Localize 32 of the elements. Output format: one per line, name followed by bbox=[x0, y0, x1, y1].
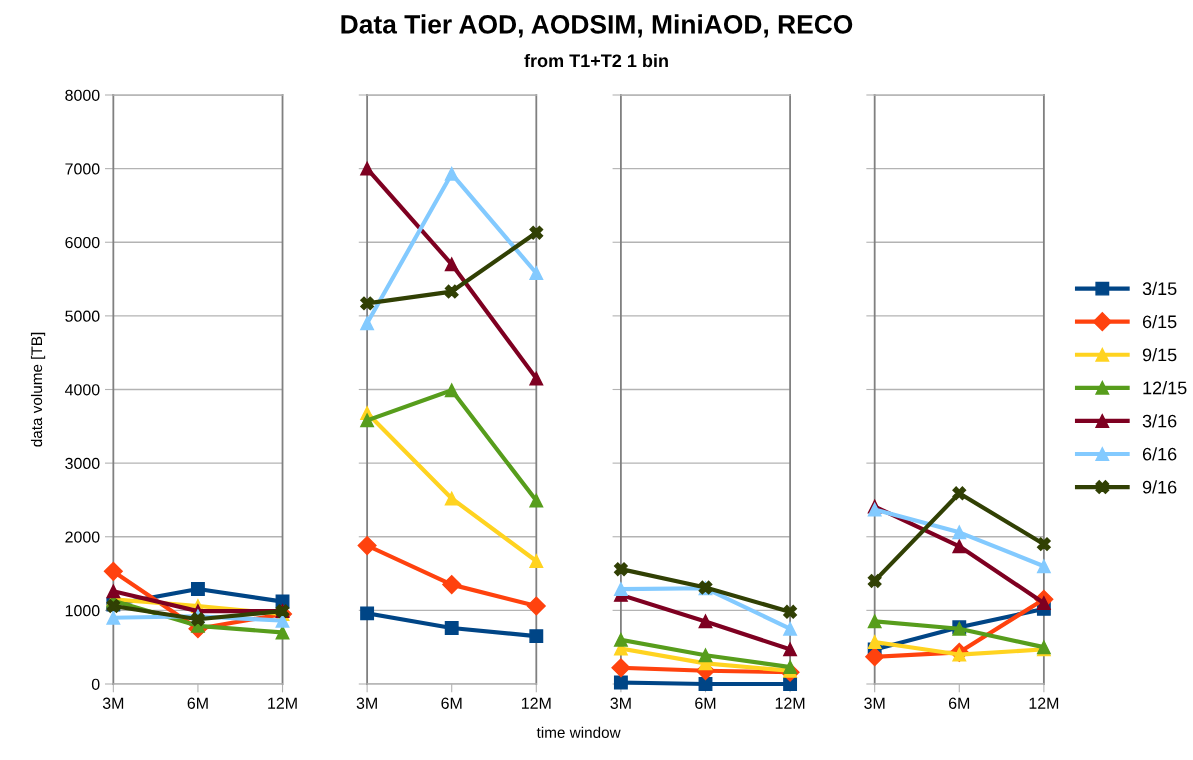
y-tick-label: 1000 bbox=[65, 605, 100, 617]
legend-label: 6/15 bbox=[1142, 314, 1177, 329]
y-tick-label: 6000 bbox=[65, 236, 100, 249]
x-tick-label: 6M bbox=[695, 697, 716, 709]
y-tick-label: 8000 bbox=[65, 89, 100, 101]
y-tick-label: 5000 bbox=[65, 310, 100, 322]
y-tick-label: 4000 bbox=[64, 384, 100, 396]
x-tick-label: 3M bbox=[102, 697, 124, 709]
legend-label: 12/15 bbox=[1143, 381, 1187, 395]
y-tick-label: 7000 bbox=[65, 163, 100, 175]
x-tick-label: 12M bbox=[521, 697, 551, 709]
x-tick-label: 6M bbox=[187, 697, 208, 709]
text: Data Tier AOD, AODSIM, MiniAOD, RECO bbox=[341, 14, 853, 38]
x-tick-label: 3M bbox=[864, 697, 885, 709]
legend-label: 3/15 bbox=[1142, 281, 1177, 296]
x-tick-label: 12M bbox=[775, 697, 805, 709]
x-tick-label: 12M bbox=[268, 697, 297, 709]
x-tick-label: 6M bbox=[441, 697, 462, 709]
y-tick-label: 0 bbox=[91, 678, 100, 690]
text: from T1+T2 1 bin bbox=[524, 53, 668, 68]
text: time window bbox=[536, 726, 621, 738]
legend-label: 9/15 bbox=[1142, 348, 1177, 362]
y-tick-label: 3000 bbox=[65, 457, 100, 470]
y-axis-title: data volume [TB] bbox=[30, 332, 46, 447]
y-tick-label: 2000 bbox=[65, 531, 100, 543]
legend-label: 9/16 bbox=[1142, 480, 1177, 494]
x-tick-label: 3M bbox=[610, 697, 631, 709]
x-tick-label: 6M bbox=[949, 697, 970, 709]
x-tick-label: 12M bbox=[1029, 697, 1059, 709]
legend-label: 3/16 bbox=[1142, 414, 1177, 428]
legend-label: 6/16 bbox=[1142, 447, 1177, 461]
x-tick-label: 3M bbox=[356, 697, 377, 709]
